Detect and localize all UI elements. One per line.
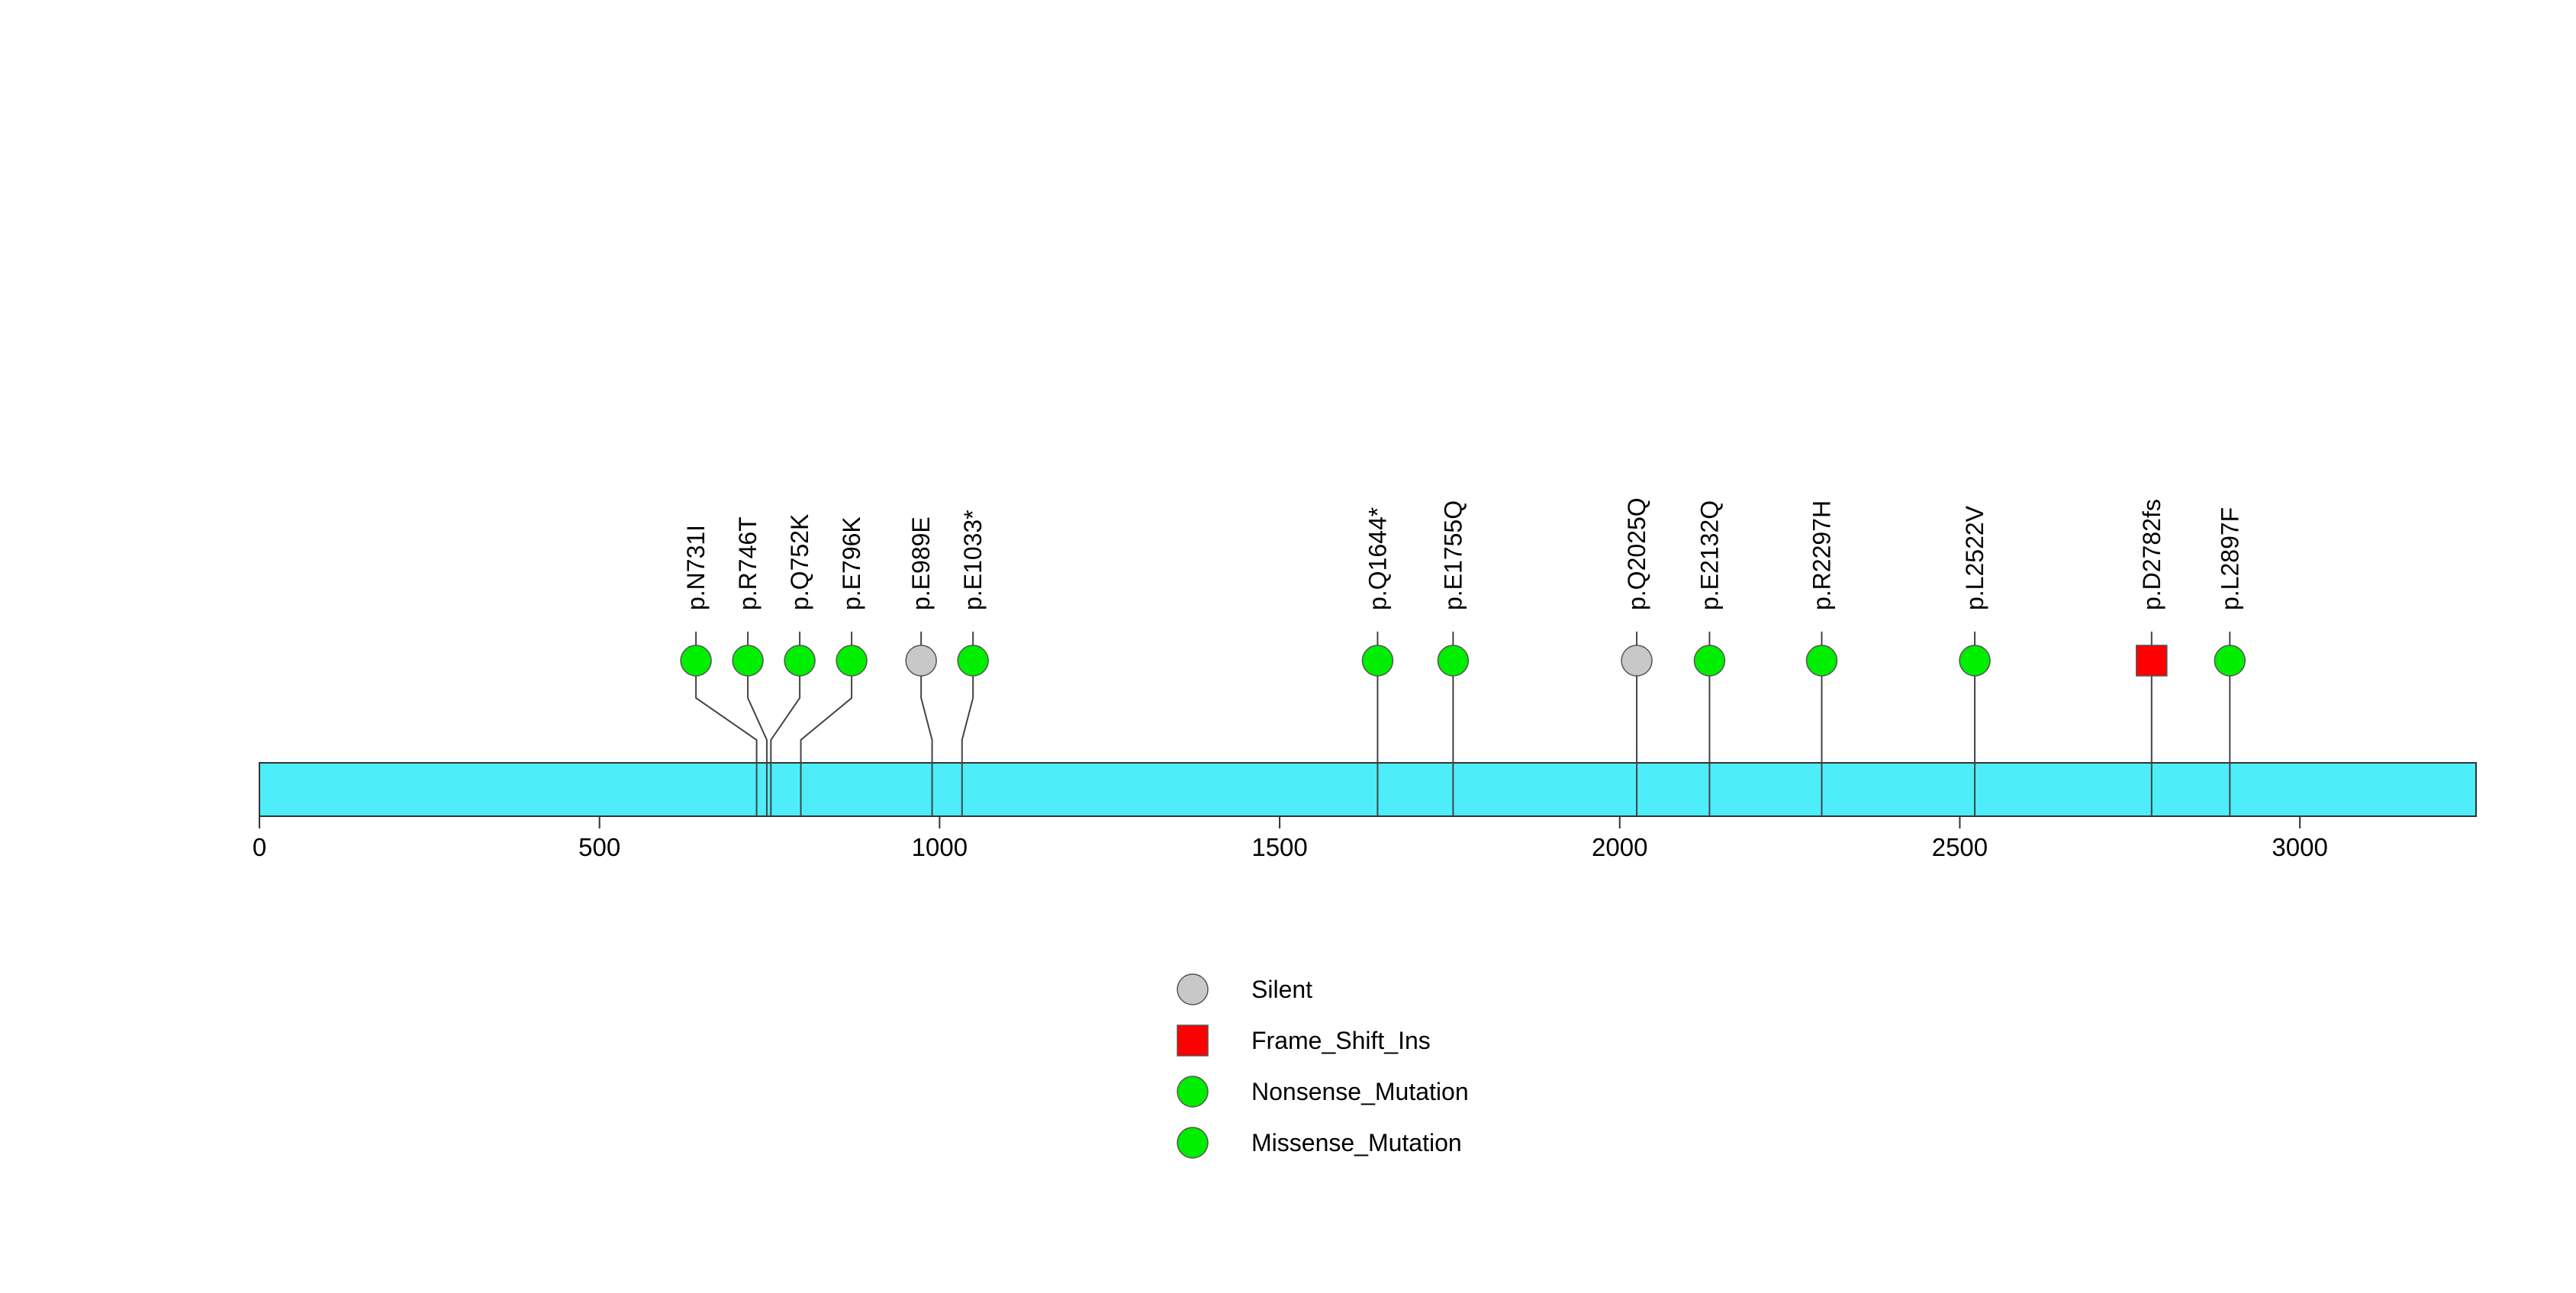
mutation-stem [961,661,974,816]
mutation-label: p.Q1644* [1364,507,1391,610]
mutation-marker [1437,645,1470,677]
mutation-label: p.E1033* [959,510,987,610]
mutation-marker [2214,645,2246,677]
mutation-marker [836,645,868,677]
x-tick-label: 2500 [1932,833,1988,861]
mutation-marker [1959,645,1991,677]
mutation-stem [920,661,933,816]
mutation-label: p.L2897F [2216,507,2243,610]
mutation-marker [905,645,937,677]
legend-label: Silent [1251,976,1312,1003]
legend-swatch [1177,1024,1209,1057]
legend-swatch [1177,1127,1209,1159]
mutation-label: p.Q2025Q [1623,497,1650,610]
mutation-marker [680,645,712,677]
mutation-marker [1361,645,1394,677]
mutation-marker [1621,645,1653,677]
mutation-label: p.N731I [682,525,710,610]
mutation-marker [1805,645,1838,677]
mutation-label: p.E796K [838,516,865,610]
mutation-stem [800,661,853,816]
mutation-stem [695,661,758,816]
mutation-marker [732,645,764,677]
mutation-label: p.R2297H [1808,500,1835,610]
x-tick-label: 0 [253,833,266,861]
mutation-marker [1693,645,1726,677]
mutation-marker [2136,645,2168,677]
legend-swatch [1177,973,1209,1005]
x-tick-label: 1500 [1251,833,1307,861]
mutation-label: p.E2132Q [1695,500,1723,610]
mutation-marker [957,645,989,677]
x-tick-label: 3000 [2272,833,2327,861]
x-tick-label: 2000 [1592,833,1647,861]
legend-label: Nonsense_Mutation [1251,1078,1469,1105]
mutation-label: p.E989E [907,516,935,610]
mutation-stem [747,661,768,816]
legend-swatch [1177,1076,1209,1108]
mutation-label: p.L2522V [1961,505,1988,610]
protein-bar [259,762,2477,817]
mutation-label: p.Q752K [786,514,813,610]
mutation-marker [784,645,816,677]
x-tick-label: 1000 [912,833,968,861]
mutation-label: p.E1755Q [1439,500,1467,610]
legend-label: Frame_Shift_Ins [1251,1027,1431,1054]
mutation-stem [770,661,801,816]
legend-label: Missense_Mutation [1251,1129,1462,1156]
mutation-label: p.R746T [734,516,762,610]
mutation-label: p.D2782fs [2138,499,2165,610]
x-tick-label: 500 [578,833,620,861]
